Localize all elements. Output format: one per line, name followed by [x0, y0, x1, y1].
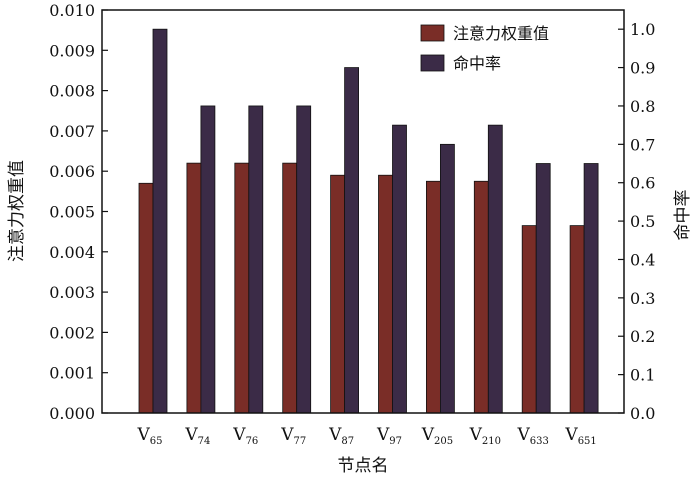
right-axis: 0.0 0.1 0.2 0.3 0.4 0.5 0.6 0.7 0.8 0.9 1.0 [618, 20, 655, 423]
attention-bar-65 [138, 182, 154, 414]
right-tick-label: 0.2 [630, 327, 655, 346]
hit-rate-bar-74 [200, 105, 216, 414]
hit-rate-bar-87 [344, 67, 360, 414]
attention-bar-77 [282, 162, 298, 414]
left-axis-title: 注意力权重值 [7, 160, 27, 262]
legend-swatch-hit-rate [420, 54, 445, 72]
attention-bar-76 [234, 162, 250, 414]
hit-rate-bar-651 [583, 163, 599, 414]
x-tick-label-65: V65 [136, 425, 162, 447]
attention-bar-87 [330, 174, 346, 414]
x-axis: V65 V74 V76 V77 V87 V97 V205 V210 V633 V651 [136, 425, 596, 447]
left-tick-label: 0.008 [49, 82, 95, 101]
x-tick-label-76: V76 [232, 425, 258, 447]
left-axis: 0.000 0.001 0.002 0.003 0.004 0.005 0.006 0.007… [49, 1, 108, 423]
x-tick-label-97: V97 [376, 425, 402, 447]
right-tick-label: 0.1 [630, 366, 655, 385]
x-tick-label-87: V87 [328, 425, 354, 447]
attention-bar-97 [378, 174, 393, 414]
x-axis-title: 节点名 [338, 456, 389, 476]
right-axis-title: 命中率 [673, 190, 693, 241]
left-tick-label: 0.005 [49, 203, 95, 222]
right-tick-label: 0.9 [630, 59, 655, 78]
left-tick-label: 0.002 [49, 323, 95, 342]
right-tick-label: 1.0 [630, 20, 655, 39]
hit-rate-bar-76 [248, 105, 264, 414]
hit-rate-bar-210 [487, 124, 503, 414]
left-tick-label: 0.009 [49, 41, 95, 60]
hit-rate-bar-77 [296, 105, 312, 414]
hit-rate-bar-205 [439, 143, 455, 414]
left-tick-label: 0.003 [49, 283, 95, 302]
left-tick-label: 0.004 [49, 243, 95, 262]
attention-bar-74 [186, 162, 202, 414]
right-tick-label: 0.6 [630, 174, 655, 193]
right-tick-label: 0.3 [630, 289, 655, 308]
hit-rate-bar-97 [392, 124, 407, 414]
x-tick-label-633: V633 [517, 425, 549, 447]
hit-rate-bar-65 [152, 28, 168, 414]
x-tick-label-77: V77 [280, 425, 306, 447]
left-tick-label: 0.001 [49, 364, 95, 383]
bars-layer [138, 28, 599, 414]
attention-bar-210 [473, 180, 489, 414]
right-tick-label: 0.4 [630, 250, 655, 269]
left-tick-label: 0.000 [49, 404, 95, 423]
legend-label-hit-rate: 命中率 [453, 54, 501, 73]
left-tick-label: 0.007 [49, 122, 95, 141]
attention-bar-633 [521, 225, 537, 414]
left-tick-label: 0.010 [49, 1, 95, 20]
x-tick-label-210: V210 [469, 425, 501, 447]
right-tick-label: 0.8 [630, 97, 655, 116]
attention-bar-651 [569, 225, 585, 414]
x-tick-label-651: V651 [564, 425, 596, 447]
left-tick-label: 0.006 [49, 162, 95, 181]
right-tick-label: 0.0 [630, 404, 655, 423]
x-tick-label-205: V205 [421, 425, 453, 447]
legend: 注意力权重值 命中率 [420, 24, 549, 73]
attention-bar-205 [425, 180, 441, 414]
hit-rate-bar-633 [535, 163, 551, 414]
legend-label-attention: 注意力权重值 [453, 24, 549, 43]
x-tick-label-74: V74 [184, 425, 210, 447]
legend-swatch-attention [420, 24, 445, 42]
right-tick-label: 0.5 [630, 212, 655, 231]
right-tick-label: 0.7 [630, 135, 655, 154]
